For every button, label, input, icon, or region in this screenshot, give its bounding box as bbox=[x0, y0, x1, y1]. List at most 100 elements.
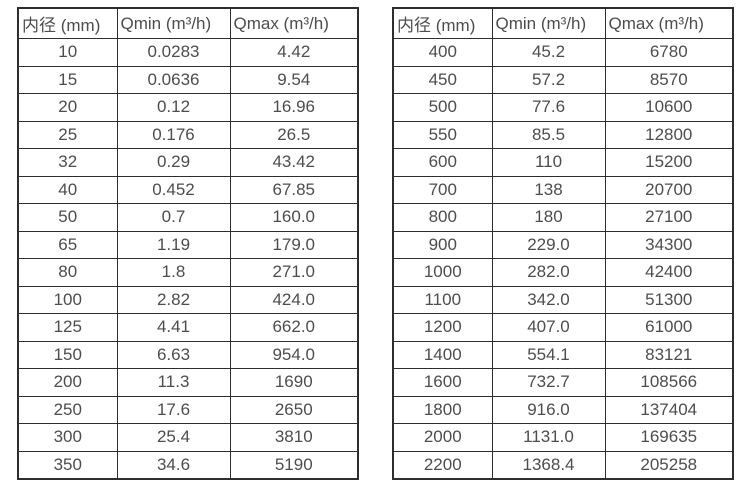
table-row: 1200 407.0 61000 bbox=[392, 313, 734, 342]
table-cell: 10600 bbox=[604, 93, 734, 122]
table-row: 1400 554.1 83121 bbox=[392, 340, 734, 369]
table-cell: 250 bbox=[17, 395, 118, 424]
table-body: 10 0.0283 4.42 15 0.0636 9.54 20 0.12 16.96 25 0.1… bbox=[17, 38, 359, 480]
table-cell: 6780 bbox=[604, 38, 734, 67]
table-cell: 138 bbox=[491, 175, 606, 204]
table-row: 2200 1368.4 205258 bbox=[392, 450, 734, 480]
table-cell: 137404 bbox=[604, 395, 734, 424]
table-row: 1000 282.0 42400 bbox=[392, 258, 734, 287]
table-cell: 800 bbox=[392, 203, 493, 232]
table-cell: 300 bbox=[17, 423, 118, 452]
table-cell: 45.2 bbox=[491, 38, 606, 67]
table-cell: 83121 bbox=[604, 340, 734, 369]
header-row: 内径 (mm) Qmin (m³/h) Qmax (m³/h) bbox=[17, 7, 359, 39]
table-header: 内径 (mm) Qmin (m³/h) Qmax (m³/h) bbox=[392, 7, 734, 39]
table-cell: 4.42 bbox=[229, 38, 359, 67]
table-cell: 16.96 bbox=[229, 93, 359, 122]
table-row: 550 85.5 12800 bbox=[392, 120, 734, 149]
table-cell: 1690 bbox=[229, 368, 359, 397]
table-cell: 450 bbox=[392, 65, 493, 94]
table-cell: 11.3 bbox=[116, 368, 231, 397]
table-cell: 2650 bbox=[229, 395, 359, 424]
table-cell: 229.0 bbox=[491, 230, 606, 259]
table-cell: 65 bbox=[17, 230, 118, 259]
table-cell: 2.82 bbox=[116, 285, 231, 314]
column-header-qmin: Qmin (m³/h) bbox=[116, 7, 231, 39]
table-cell: 1600 bbox=[392, 368, 493, 397]
table-cell: 110 bbox=[491, 148, 606, 177]
table-cell: 6.63 bbox=[116, 340, 231, 369]
table-cell: 342.0 bbox=[491, 285, 606, 314]
table-cell: 27100 bbox=[604, 203, 734, 232]
table-row: 50 0.7 160.0 bbox=[17, 203, 359, 232]
table-cell: 43.42 bbox=[229, 148, 359, 177]
table-cell: 85.5 bbox=[491, 120, 606, 149]
table-cell: 554.1 bbox=[491, 340, 606, 369]
table-row: 10 0.0283 4.42 bbox=[17, 38, 359, 67]
table-cell: 600 bbox=[392, 148, 493, 177]
column-header-diameter: 内径 (mm) bbox=[392, 7, 493, 39]
table-cell: 8570 bbox=[604, 65, 734, 94]
table-row: 150 6.63 954.0 bbox=[17, 340, 359, 369]
table-cell: 9.54 bbox=[229, 65, 359, 94]
table-cell: 57.2 bbox=[491, 65, 606, 94]
table-cell: 916.0 bbox=[491, 395, 606, 424]
table-cell: 12800 bbox=[604, 120, 734, 149]
table-cell: 200 bbox=[17, 368, 118, 397]
table-cell: 500 bbox=[392, 93, 493, 122]
column-header-diameter: 内径 (mm) bbox=[17, 7, 118, 39]
column-header-qmax: Qmax (m³/h) bbox=[229, 7, 359, 39]
table-cell: 40 bbox=[17, 175, 118, 204]
table-cell: 32 bbox=[17, 148, 118, 177]
table-cell: 1800 bbox=[392, 395, 493, 424]
table-cell: 42400 bbox=[604, 258, 734, 287]
table-row: 250 17.6 2650 bbox=[17, 395, 359, 424]
table-cell: 20 bbox=[17, 93, 118, 122]
table-cell: 550 bbox=[392, 120, 493, 149]
table-cell: 17.6 bbox=[116, 395, 231, 424]
table-cell: 3810 bbox=[229, 423, 359, 452]
table-cell: 108566 bbox=[604, 368, 734, 397]
table-cell: 0.0283 bbox=[116, 38, 231, 67]
table-cell: 50 bbox=[17, 203, 118, 232]
table-cell: 1.19 bbox=[116, 230, 231, 259]
table-cell: 1100 bbox=[392, 285, 493, 314]
table-cell: 1368.4 bbox=[491, 450, 606, 480]
column-header-qmin: Qmin (m³/h) bbox=[491, 7, 606, 39]
table-cell: 4.41 bbox=[116, 313, 231, 342]
table-cell: 150 bbox=[17, 340, 118, 369]
table-cell: 61000 bbox=[604, 313, 734, 342]
table-row: 20 0.12 16.96 bbox=[17, 93, 359, 122]
table-cell: 125 bbox=[17, 313, 118, 342]
table-cell: 179.0 bbox=[229, 230, 359, 259]
table-row: 200 11.3 1690 bbox=[17, 368, 359, 397]
table-cell: 0.29 bbox=[116, 148, 231, 177]
table-row: 1100 342.0 51300 bbox=[392, 285, 734, 314]
table-cell: 25 bbox=[17, 120, 118, 149]
table-cell: 700 bbox=[392, 175, 493, 204]
table-cell: 400 bbox=[392, 38, 493, 67]
table-cell: 2000 bbox=[392, 423, 493, 452]
table-cell: 282.0 bbox=[491, 258, 606, 287]
table-cell: 100 bbox=[17, 285, 118, 314]
table-row: 350 34.6 5190 bbox=[17, 450, 359, 480]
table-cell: 80 bbox=[17, 258, 118, 287]
table-cell: 1200 bbox=[392, 313, 493, 342]
table-row: 25 0.176 26.5 bbox=[17, 120, 359, 149]
table-row: 125 4.41 662.0 bbox=[17, 313, 359, 342]
table-cell: 1400 bbox=[392, 340, 493, 369]
column-header-qmax: Qmax (m³/h) bbox=[604, 7, 734, 39]
table-cell: 0.0636 bbox=[116, 65, 231, 94]
table-cell: 424.0 bbox=[229, 285, 359, 314]
table-cell: 169635 bbox=[604, 423, 734, 452]
table-row: 300 25.4 3810 bbox=[17, 423, 359, 452]
table-cell: 0.7 bbox=[116, 203, 231, 232]
table-cell: 26.5 bbox=[229, 120, 359, 149]
table-cell: 2200 bbox=[392, 450, 493, 480]
table-cell: 954.0 bbox=[229, 340, 359, 369]
table-row: 40 0.452 67.85 bbox=[17, 175, 359, 204]
table-row: 450 57.2 8570 bbox=[392, 65, 734, 94]
table-cell: 20700 bbox=[604, 175, 734, 204]
flow-table-large-diameters: 内径 (mm) Qmin (m³/h) Qmax (m³/h) 400 45.2 6… bbox=[392, 7, 734, 480]
table-cell: 180 bbox=[491, 203, 606, 232]
